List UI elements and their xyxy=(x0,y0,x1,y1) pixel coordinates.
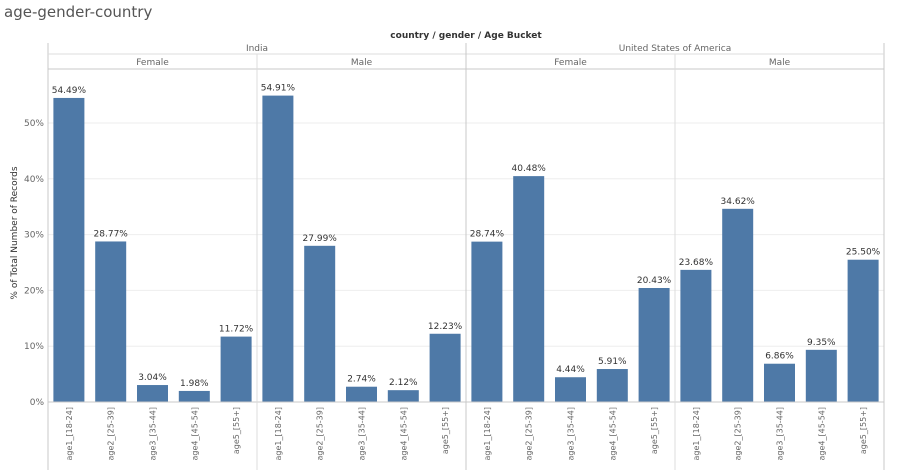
data-label: 2.74% xyxy=(347,375,376,385)
x-tick-label: age4_[45-54] xyxy=(608,407,617,460)
data-label: 1.98% xyxy=(180,379,209,389)
bar xyxy=(220,336,252,402)
data-label: 54.49% xyxy=(52,86,87,96)
bar xyxy=(513,176,545,402)
data-label: 5.91% xyxy=(598,357,627,367)
x-tick-label: age3_[35-44] xyxy=(776,407,785,460)
data-label: 3.04% xyxy=(138,373,167,383)
panel-frame xyxy=(47,43,885,470)
y-tick-label: 20% xyxy=(24,286,44,296)
x-tick-label: age1_[18-24] xyxy=(483,407,492,460)
chart-title: country / gender / Age Bucket xyxy=(390,31,542,41)
x-tick-label: age3_[35-44] xyxy=(149,407,158,460)
data-label: 28.74% xyxy=(470,230,505,240)
data-label: 23.68% xyxy=(679,258,714,268)
data-label: 20.43% xyxy=(637,276,672,286)
bars xyxy=(53,95,879,402)
country-header: India xyxy=(246,44,268,54)
bar xyxy=(596,369,628,402)
gender-header: Male xyxy=(769,58,791,68)
y-tick-label: 50% xyxy=(24,119,44,129)
data-label: 12.23% xyxy=(428,322,463,332)
x-tick-label: age5_[55+] xyxy=(650,407,659,454)
data-label: 54.91% xyxy=(261,84,296,94)
bar xyxy=(805,349,837,402)
bar xyxy=(764,363,795,402)
bar xyxy=(178,390,210,402)
gender-header: Male xyxy=(351,58,373,68)
data-label: 25.50% xyxy=(846,248,881,258)
data-label: 2.12% xyxy=(389,378,418,388)
data-label: 9.35% xyxy=(807,338,836,348)
x-tick-label: age5_[55+] xyxy=(441,407,450,454)
bar xyxy=(847,259,879,402)
x-tick-label: age1_[18-24] xyxy=(692,407,701,460)
y-tick-label: 40% xyxy=(24,175,44,185)
x-tick-label: age2_[25-39] xyxy=(734,407,743,460)
x-tick-label: age3_[35-44] xyxy=(358,407,367,460)
bar xyxy=(429,333,461,402)
bar xyxy=(262,95,294,402)
bar xyxy=(95,241,127,402)
gender-header: Female xyxy=(136,58,169,68)
data-label: 40.48% xyxy=(512,164,547,174)
bar xyxy=(638,288,670,402)
bar xyxy=(346,386,377,402)
country-header: United States of America xyxy=(619,44,731,54)
x-tick-label: age3_[35-44] xyxy=(567,407,576,460)
x-tick-label: age4_[45-54] xyxy=(817,407,826,460)
sheet-title: age-gender-country xyxy=(4,3,153,21)
data-label: 6.86% xyxy=(765,352,794,362)
bar xyxy=(555,377,586,402)
x-tick-label: age2_[25-39] xyxy=(107,407,116,460)
data-label: 4.44% xyxy=(556,365,585,375)
x-tick-label: age2_[25-39] xyxy=(525,407,534,460)
bar xyxy=(471,241,503,402)
bar xyxy=(722,208,754,402)
bar xyxy=(304,245,336,402)
gender-header: Female xyxy=(554,58,587,68)
data-label: 28.77% xyxy=(94,229,129,239)
data-label: 34.62% xyxy=(721,197,756,207)
y-tick-label: 0% xyxy=(30,398,45,408)
x-tick-label: age4_[45-54] xyxy=(190,407,199,460)
y-axis-label: % of Total Number of Records xyxy=(10,166,20,299)
labels: 0% 10% 20% 30% 40% 50% India Female 54.49% age1_[… xyxy=(24,44,881,460)
x-tick-label: age5_[55+] xyxy=(232,407,241,454)
y-tick-label: 10% xyxy=(24,342,44,352)
bar xyxy=(387,390,419,402)
y-tick-label: 30% xyxy=(24,231,44,241)
bar xyxy=(680,269,712,402)
x-tick-label: age1_[18-24] xyxy=(274,407,283,460)
x-tick-label: age2_[25-39] xyxy=(316,407,325,460)
x-tick-label: age4_[45-54] xyxy=(399,407,408,460)
data-label: 27.99% xyxy=(303,234,338,244)
data-label: 11.72% xyxy=(219,325,254,335)
bar xyxy=(53,97,85,402)
bar xyxy=(137,385,168,402)
x-tick-label: age5_[55+] xyxy=(859,407,868,454)
x-tick-label: age1_[18-24] xyxy=(65,407,74,460)
